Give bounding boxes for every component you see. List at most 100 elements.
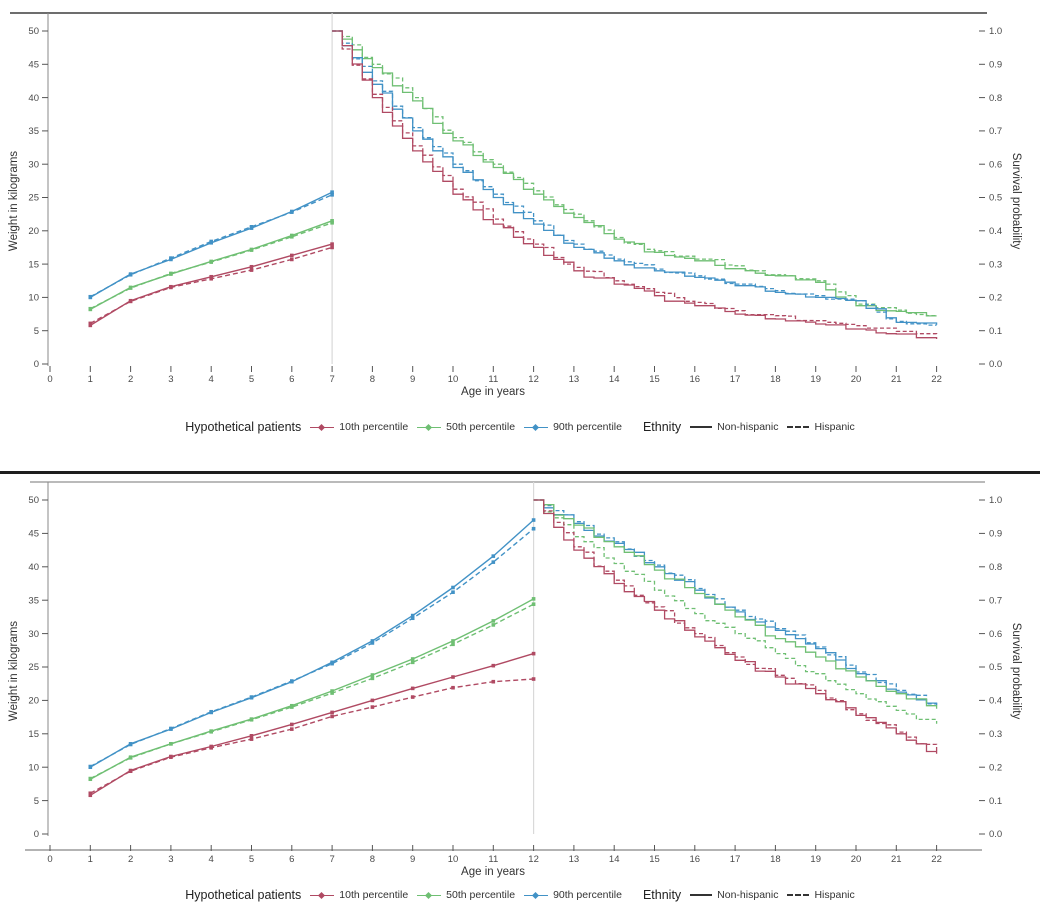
top-chart-svg: 051015202530354045500.00.10.20.30.40.50.…	[10, 12, 1002, 385]
svg-text:6: 6	[289, 854, 294, 865]
legend-item-label: Non-hispanic	[717, 889, 779, 901]
panel-separator-line	[0, 471, 1040, 474]
svg-text:0.6: 0.6	[989, 159, 1002, 170]
legend-item-hispanic: Hispanic	[787, 421, 855, 433]
svg-text:25: 25	[28, 662, 39, 673]
legend-item-label: 90th percentile	[553, 889, 622, 901]
svg-text:0.7: 0.7	[989, 126, 1002, 137]
svg-text:0.3: 0.3	[989, 729, 1002, 740]
svg-text:40: 40	[28, 93, 39, 104]
bottom-chart-svg: 051015202530354045500.00.10.20.30.40.50.…	[25, 481, 1002, 865]
svg-text:6: 6	[289, 374, 294, 385]
legend-item-90th-percentile: 90th percentile	[524, 421, 622, 433]
svg-text:19: 19	[810, 374, 821, 385]
svg-text:50: 50	[28, 26, 39, 37]
svg-text:13: 13	[569, 374, 580, 385]
dashed-line-icon	[787, 426, 810, 428]
svg-text:9: 9	[410, 854, 415, 865]
svg-text:14: 14	[609, 854, 620, 865]
svg-text:0.8: 0.8	[989, 562, 1002, 573]
legend-item-label: 50th percentile	[446, 889, 516, 901]
bottom-chart-panel: 0 5 10 15 20 25 30 35 40 45 50 0.0 0.1 0.2 0.3 0.4 0.5 0.…	[0, 474, 1040, 921]
svg-text:50: 50	[28, 495, 39, 506]
svg-text:21: 21	[891, 374, 902, 385]
legend-item-label: Hispanic	[814, 889, 855, 901]
legend-item-hispanic: Hispanic	[787, 889, 855, 901]
svg-text:0.9: 0.9	[989, 529, 1002, 540]
legend-item-label: 50th percentile	[446, 421, 516, 433]
svg-text:0.6: 0.6	[989, 629, 1002, 640]
svg-text:0: 0	[34, 829, 39, 840]
svg-text:0.8: 0.8	[989, 93, 1002, 104]
svg-text:13: 13	[569, 854, 580, 865]
legend-ethnicity-title: Ethnity	[642, 420, 682, 434]
svg-text:16: 16	[690, 374, 701, 385]
svg-text:15: 15	[28, 259, 39, 270]
svg-text:0.5: 0.5	[989, 193, 1002, 204]
svg-text:8: 8	[370, 854, 375, 865]
svg-text:4: 4	[209, 374, 214, 385]
legend-patients-title: Hypothetical patients	[185, 888, 302, 902]
svg-text:20: 20	[851, 854, 862, 865]
dashed-line-icon	[787, 894, 810, 896]
legend-patients-title: Hypothetical patients	[185, 420, 302, 434]
svg-text:30: 30	[28, 629, 39, 640]
svg-text:4: 4	[209, 854, 214, 865]
svg-text:12: 12	[528, 374, 539, 385]
svg-text:14: 14	[609, 374, 620, 385]
svg-text:10: 10	[448, 854, 459, 865]
legend-item-10th-percentile: 10th percentile	[310, 421, 408, 433]
svg-text:30: 30	[28, 159, 39, 170]
legend-item-label: 10th percentile	[339, 889, 409, 901]
svg-text:0.1: 0.1	[989, 326, 1002, 337]
svg-text:0.2: 0.2	[989, 293, 1002, 304]
svg-text:0: 0	[47, 854, 52, 865]
svg-text:5: 5	[249, 374, 254, 385]
svg-text:5: 5	[249, 854, 254, 865]
svg-text:0.4: 0.4	[989, 226, 1002, 237]
legend-item-label: 90th percentile	[553, 421, 622, 433]
legend-item-non-hispanic: Non-hispanic	[690, 421, 778, 433]
svg-text:20: 20	[28, 226, 39, 237]
legend-item-label: 10th percentile	[339, 421, 409, 433]
svg-text:0.1: 0.1	[989, 796, 1002, 807]
legend-item-label: Hispanic	[814, 421, 855, 433]
percentile-10-marker-icon	[310, 891, 335, 900]
legend-top: Hypothetical patients 10th percentile 50…	[3, 420, 1037, 434]
svg-text:0.9: 0.9	[989, 60, 1002, 71]
legend-bottom: Hypothetical patients 10th percentile 50…	[3, 888, 1037, 902]
svg-text:21: 21	[891, 854, 902, 865]
legend-ethnicity-title: Ethnity	[642, 888, 682, 902]
svg-text:18: 18	[770, 854, 781, 865]
svg-text:0.4: 0.4	[989, 696, 1002, 707]
x-axis-label-top: Age in years	[461, 386, 525, 398]
svg-text:10: 10	[448, 374, 459, 385]
svg-text:0: 0	[47, 374, 52, 385]
svg-text:19: 19	[810, 854, 821, 865]
percentile-50-marker-icon	[417, 891, 442, 900]
svg-text:1.0: 1.0	[989, 495, 1002, 506]
svg-text:5: 5	[34, 796, 39, 807]
svg-text:2: 2	[128, 374, 133, 385]
legend-item-90th-percentile: 90th percentile	[524, 889, 622, 901]
percentile-90-marker-icon	[524, 891, 549, 900]
svg-text:0.0: 0.0	[989, 359, 1002, 370]
svg-text:7: 7	[329, 374, 334, 385]
svg-text:20: 20	[28, 696, 39, 707]
legend-item-non-hispanic: Non-hispanic	[690, 889, 778, 901]
top-chart-panel: 0 5 10 15 20 25 30 35 40 45 50 0.0 0.1 0.2 0.3 0.4 0.5 0.…	[3, 12, 1037, 434]
svg-text:1.0: 1.0	[989, 26, 1002, 37]
svg-text:25: 25	[28, 193, 39, 204]
svg-text:8: 8	[370, 374, 375, 385]
legend-item-50th-percentile: 50th percentile	[417, 889, 515, 901]
svg-text:2: 2	[128, 854, 133, 865]
svg-text:15: 15	[649, 854, 660, 865]
svg-text:40: 40	[28, 562, 39, 573]
svg-text:20: 20	[851, 374, 862, 385]
svg-text:35: 35	[28, 126, 39, 137]
legend-item-10th-percentile: 10th percentile	[310, 889, 408, 901]
svg-text:5: 5	[34, 326, 39, 337]
svg-text:22: 22	[931, 374, 942, 385]
svg-text:9: 9	[410, 374, 415, 385]
